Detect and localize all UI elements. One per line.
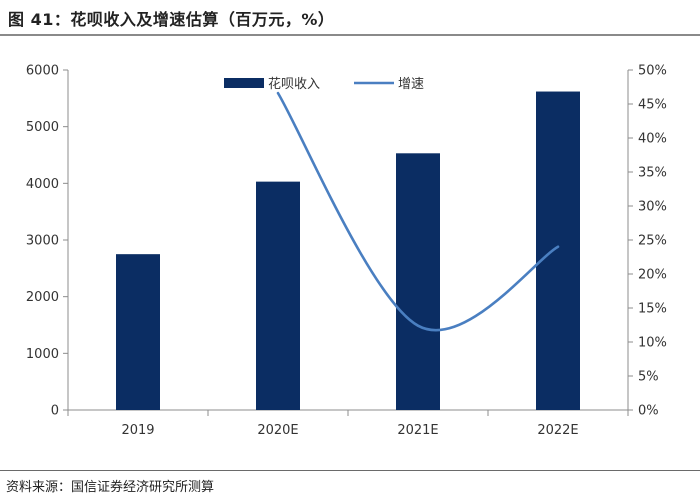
revenue-bar bbox=[256, 181, 300, 410]
legend-bar-swatch bbox=[224, 78, 264, 88]
chart: 0 1000 2000 3000 4000 5000 6000 0% 5% 10% 15% 20% 25… bbox=[26, 64, 667, 439]
right-tick-label: 20% bbox=[638, 268, 667, 283]
source-note: 资料来源：国信证券经济研究所测算 bbox=[6, 480, 215, 495]
chart-bars bbox=[116, 91, 580, 411]
left-tick-label: 6000 bbox=[26, 64, 59, 79]
right-tick-label: 15% bbox=[638, 302, 667, 317]
x-tick-label: 2022E bbox=[537, 423, 578, 438]
right-tick-label: 30% bbox=[638, 200, 667, 215]
right-tick-label: 35% bbox=[638, 166, 667, 181]
right-tick-label: 5% bbox=[638, 370, 659, 385]
legend-line-label: 增速 bbox=[398, 77, 424, 92]
chart-axes bbox=[63, 69, 633, 416]
right-tick-label: 0% bbox=[638, 404, 659, 419]
revenue-bar bbox=[116, 254, 160, 410]
chart-tick-labels: 0 1000 2000 3000 4000 5000 6000 0% 5% 10% 15% 20% 25… bbox=[26, 64, 667, 439]
legend-bar-label: 花呗收入 bbox=[268, 76, 320, 92]
left-tick-label: 3000 bbox=[26, 234, 59, 249]
chart-legend: 花呗收入 增速 bbox=[224, 76, 424, 92]
right-tick-label: 25% bbox=[638, 234, 667, 249]
left-tick-label: 5000 bbox=[26, 120, 59, 135]
left-tick-label: 4000 bbox=[26, 177, 59, 192]
title-rule bbox=[0, 34, 700, 36]
right-tick-label: 10% bbox=[638, 336, 667, 351]
left-tick-label: 2000 bbox=[26, 290, 59, 305]
x-tick-label: 2020E bbox=[257, 423, 298, 438]
left-tick-label: 0 bbox=[51, 404, 59, 419]
revenue-bar bbox=[396, 153, 440, 411]
x-tick-label: 2021E bbox=[397, 423, 438, 438]
growth-line bbox=[276, 91, 560, 332]
chart-growth-line-group bbox=[276, 91, 560, 332]
left-tick-label: 1000 bbox=[26, 347, 59, 362]
right-tick-label: 40% bbox=[638, 132, 667, 147]
right-tick-label: 45% bbox=[638, 98, 667, 113]
revenue-bar bbox=[536, 91, 580, 411]
x-tick-label: 2019 bbox=[121, 423, 154, 438]
figure-title: 图 41：花呗收入及增速估算（百万元，%） bbox=[8, 10, 335, 29]
source-rule bbox=[0, 470, 700, 471]
right-tick-label: 50% bbox=[638, 64, 667, 79]
